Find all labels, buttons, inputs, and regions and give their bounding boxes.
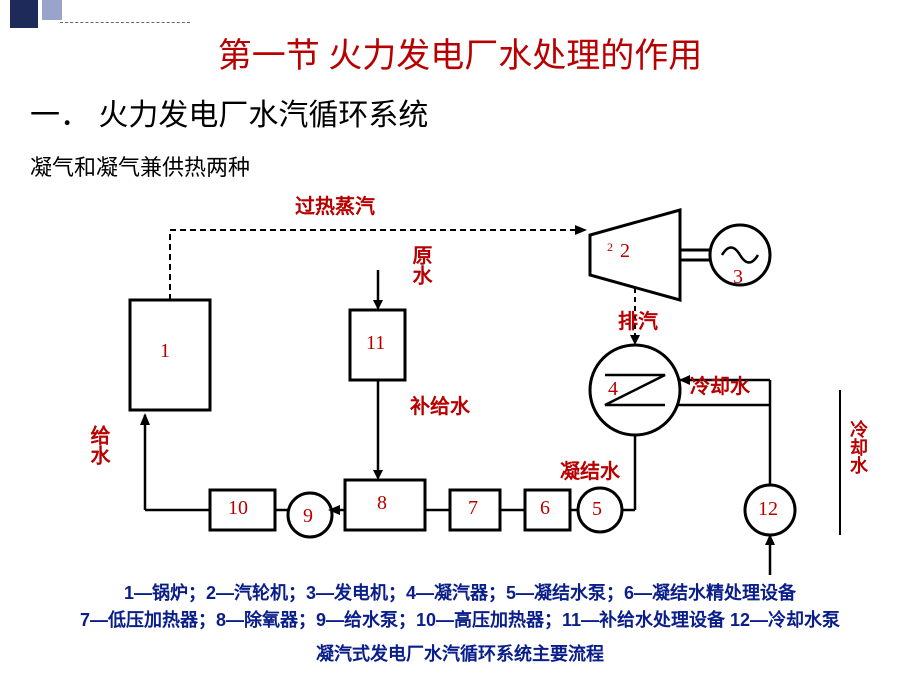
node-2-small: 2 [607, 240, 613, 255]
deco-square-light [42, 0, 62, 20]
node-8: 8 [377, 492, 387, 515]
node-4: 4 [608, 378, 618, 401]
node-1: 1 [160, 340, 170, 363]
node-12: 12 [758, 498, 778, 521]
label-superheated: 过热蒸汽 [295, 190, 375, 219]
node-9: 9 [303, 505, 313, 528]
label-makeup: 补给水 [410, 390, 470, 419]
section-heading: 一． 火力发电厂水汽循环系统 [30, 90, 428, 134]
decorative-header [0, 0, 920, 20]
legend-line-2: 7—低压加热器；8—除氧器；9—给水泵；10—高压加热器；11—补给水处理设备 … [0, 607, 920, 634]
legend-block: 1—锅炉；2—汽轮机；3—发电机；4—凝汽器；5—凝结水泵；6—凝结水精处理设备… [0, 580, 920, 634]
label-exhaust: 排汽 [618, 305, 658, 334]
page-title: 第一节 火力发电厂水处理的作用 [0, 28, 920, 77]
node-11: 11 [366, 332, 385, 355]
label-cooling-in: 冷却水 [690, 370, 750, 399]
label-rawwater: 原水 [406, 245, 435, 285]
node-2: 2 [620, 240, 630, 263]
node-5: 5 [592, 498, 602, 521]
label-feedwater: 给水 [84, 425, 113, 465]
caption: 凝汽式发电厂水汽循环系统主要流程 [0, 640, 920, 666]
legend-line-1: 1—锅炉；2—汽轮机；3—发电机；4—凝汽器；5—凝结水泵；6—凝结水精处理设备 [0, 580, 920, 607]
node-3: 3 [733, 266, 743, 289]
deco-square-dark [10, 0, 38, 28]
node-7: 7 [468, 497, 478, 520]
label-condensate: 凝结水 [560, 455, 620, 484]
subnote: 凝气和凝气兼供热两种 [30, 150, 250, 182]
node-10: 10 [228, 497, 248, 520]
label-cooling-out: 冷却水 [845, 420, 871, 474]
node-6: 6 [540, 497, 550, 520]
flow-diagram: 过热蒸汽 原水 补给水 排汽 给水 凝结水 冷却水 冷却水 1 2 2 3 4 … [70, 180, 870, 580]
deco-dashed-line [60, 22, 190, 24]
diagram-svg [70, 180, 870, 580]
